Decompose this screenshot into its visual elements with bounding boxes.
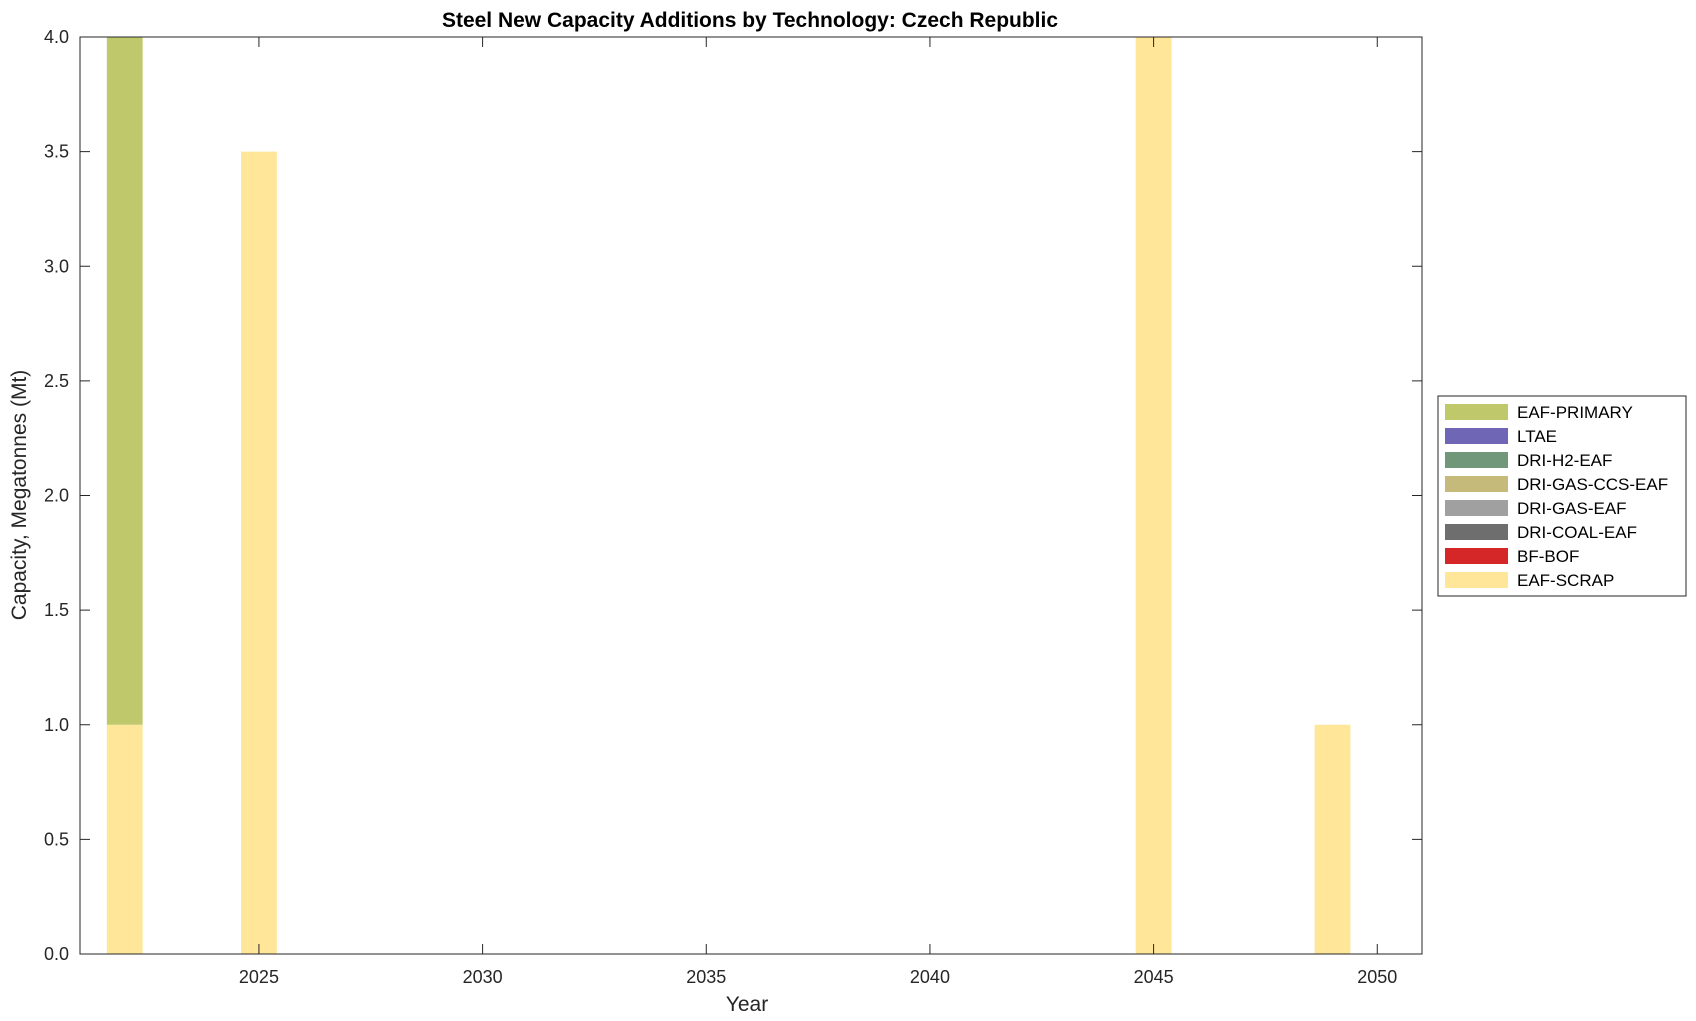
chart-title: Steel New Capacity Additions by Technolo… [442, 9, 1058, 32]
legend-swatch-dri-coal-eaf [1445, 524, 1508, 540]
ticks-group: 2025 2030 2035 2040 2045 2050 0.0 0.5 1.0 1.5 2.0 2… [44, 27, 1422, 987]
legend-label-ltae: LTAE [1517, 427, 1557, 446]
x-tick-label-2050: 2050 [1357, 967, 1397, 987]
y-tick-label-3.0: 3.0 [44, 256, 69, 276]
bar-eaf-scrap-2022 [106, 724, 143, 954]
legend-swatch-dri-gas-ccs-eaf [1445, 476, 1508, 492]
y-tick-label-1.5: 1.5 [44, 600, 69, 620]
legend-box [1437, 395, 1687, 597]
legend-label-eaf-primary: EAF-PRIMARY [1517, 403, 1633, 422]
x-axis-label: Year [726, 993, 768, 1016]
x-tick-label-2035: 2035 [686, 967, 726, 987]
y-tick-label-2.0: 2.0 [44, 486, 69, 506]
x-tick-label-2030: 2030 [463, 967, 503, 987]
legend-swatch-dri-gas-eaf [1445, 500, 1508, 516]
x-tick-label-2040: 2040 [910, 967, 950, 987]
x-tick-label-2045: 2045 [1134, 967, 1174, 987]
legend-label-bf-bof: BF-BOF [1517, 547, 1579, 566]
bar-eaf-scrap-2049 [1314, 724, 1351, 954]
legend-label-eaf-scrap: EAF-SCRAP [1517, 571, 1614, 590]
bars-group [106, 37, 1351, 954]
x-tick-label-2025: 2025 [239, 967, 279, 987]
legend-swatch-ltae [1445, 428, 1508, 444]
legend-swatch-dri-h2-eaf [1445, 452, 1508, 468]
legend-label-dri-gas-eaf: DRI-GAS-EAF [1517, 499, 1627, 518]
bar-eaf-primary-2022 [106, 37, 143, 725]
y-tick-label-1.0: 1.0 [44, 715, 69, 735]
bar-eaf-scrap-2045 [1135, 37, 1172, 954]
bar-eaf-scrap-2025 [241, 151, 277, 954]
legend-label-dri-gas-ccs-eaf: DRI-GAS-CCS-EAF [1517, 475, 1668, 494]
legend-swatch-bf-bof [1445, 548, 1508, 564]
y-tick-label-3.5: 3.5 [44, 142, 69, 162]
y-tick-label-2.5: 2.5 [44, 371, 69, 391]
legend: EAF-PRIMARY LTAE DRI-H2-EAF DRI-GAS-CCS-EAF… [1437, 395, 1687, 597]
y-axis-label: Capacity, Megatonnes (Mt) [8, 370, 31, 621]
plot-area [79, 36, 1423, 955]
legend-swatch-eaf-primary [1445, 404, 1508, 420]
y-tick-label-0.5: 0.5 [44, 829, 69, 849]
legend-label-dri-h2-eaf: DRI-H2-EAF [1517, 451, 1612, 470]
legend-swatch-eaf-scrap [1445, 572, 1508, 588]
y-tick-label-4.0: 4.0 [44, 27, 69, 47]
legend-label-dri-coal-eaf: DRI-COAL-EAF [1517, 523, 1637, 542]
y-tick-label-0.0: 0.0 [44, 944, 69, 964]
